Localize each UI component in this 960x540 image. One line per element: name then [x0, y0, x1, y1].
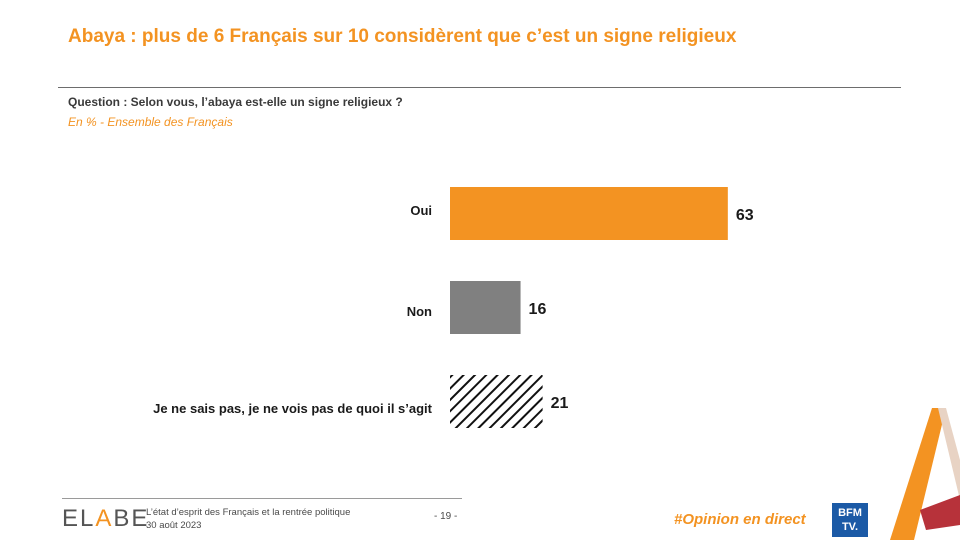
- category-label: Oui: [410, 203, 432, 218]
- question-text: Question : Selon vous, l’abaya est-elle …: [68, 95, 403, 109]
- value-label: 63: [736, 207, 754, 224]
- elabe-corner-logo: [890, 408, 960, 540]
- bar-0: [450, 187, 728, 240]
- bfm-tv-logo: BFM TV.: [832, 503, 868, 537]
- value-label: 16: [529, 301, 547, 318]
- bar-1: [450, 281, 521, 334]
- title-divider: [58, 87, 901, 88]
- footer-date: 30 août 2023: [146, 520, 202, 531]
- category-label: Je ne sais pas, je ne vois pas de quoi i…: [153, 401, 433, 416]
- bar-2: [450, 375, 543, 428]
- page-number: - 19 -: [434, 511, 458, 522]
- elabe-logo: ELABE: [62, 505, 150, 532]
- chart-subtitle: En % - Ensemble des Français: [68, 115, 233, 129]
- category-label: Non: [407, 304, 432, 319]
- footer-study-title: L’état d’esprit des Français et la rentr…: [146, 507, 351, 518]
- footer-divider: [62, 498, 462, 499]
- footer-caption: L’état d’esprit des Français et la rentr…: [146, 506, 350, 532]
- hashtag-text: #Opinion en direct: [674, 511, 806, 528]
- page-title: Abaya : plus de 6 Français sur 10 consid…: [68, 26, 737, 47]
- value-label: 21: [551, 395, 569, 412]
